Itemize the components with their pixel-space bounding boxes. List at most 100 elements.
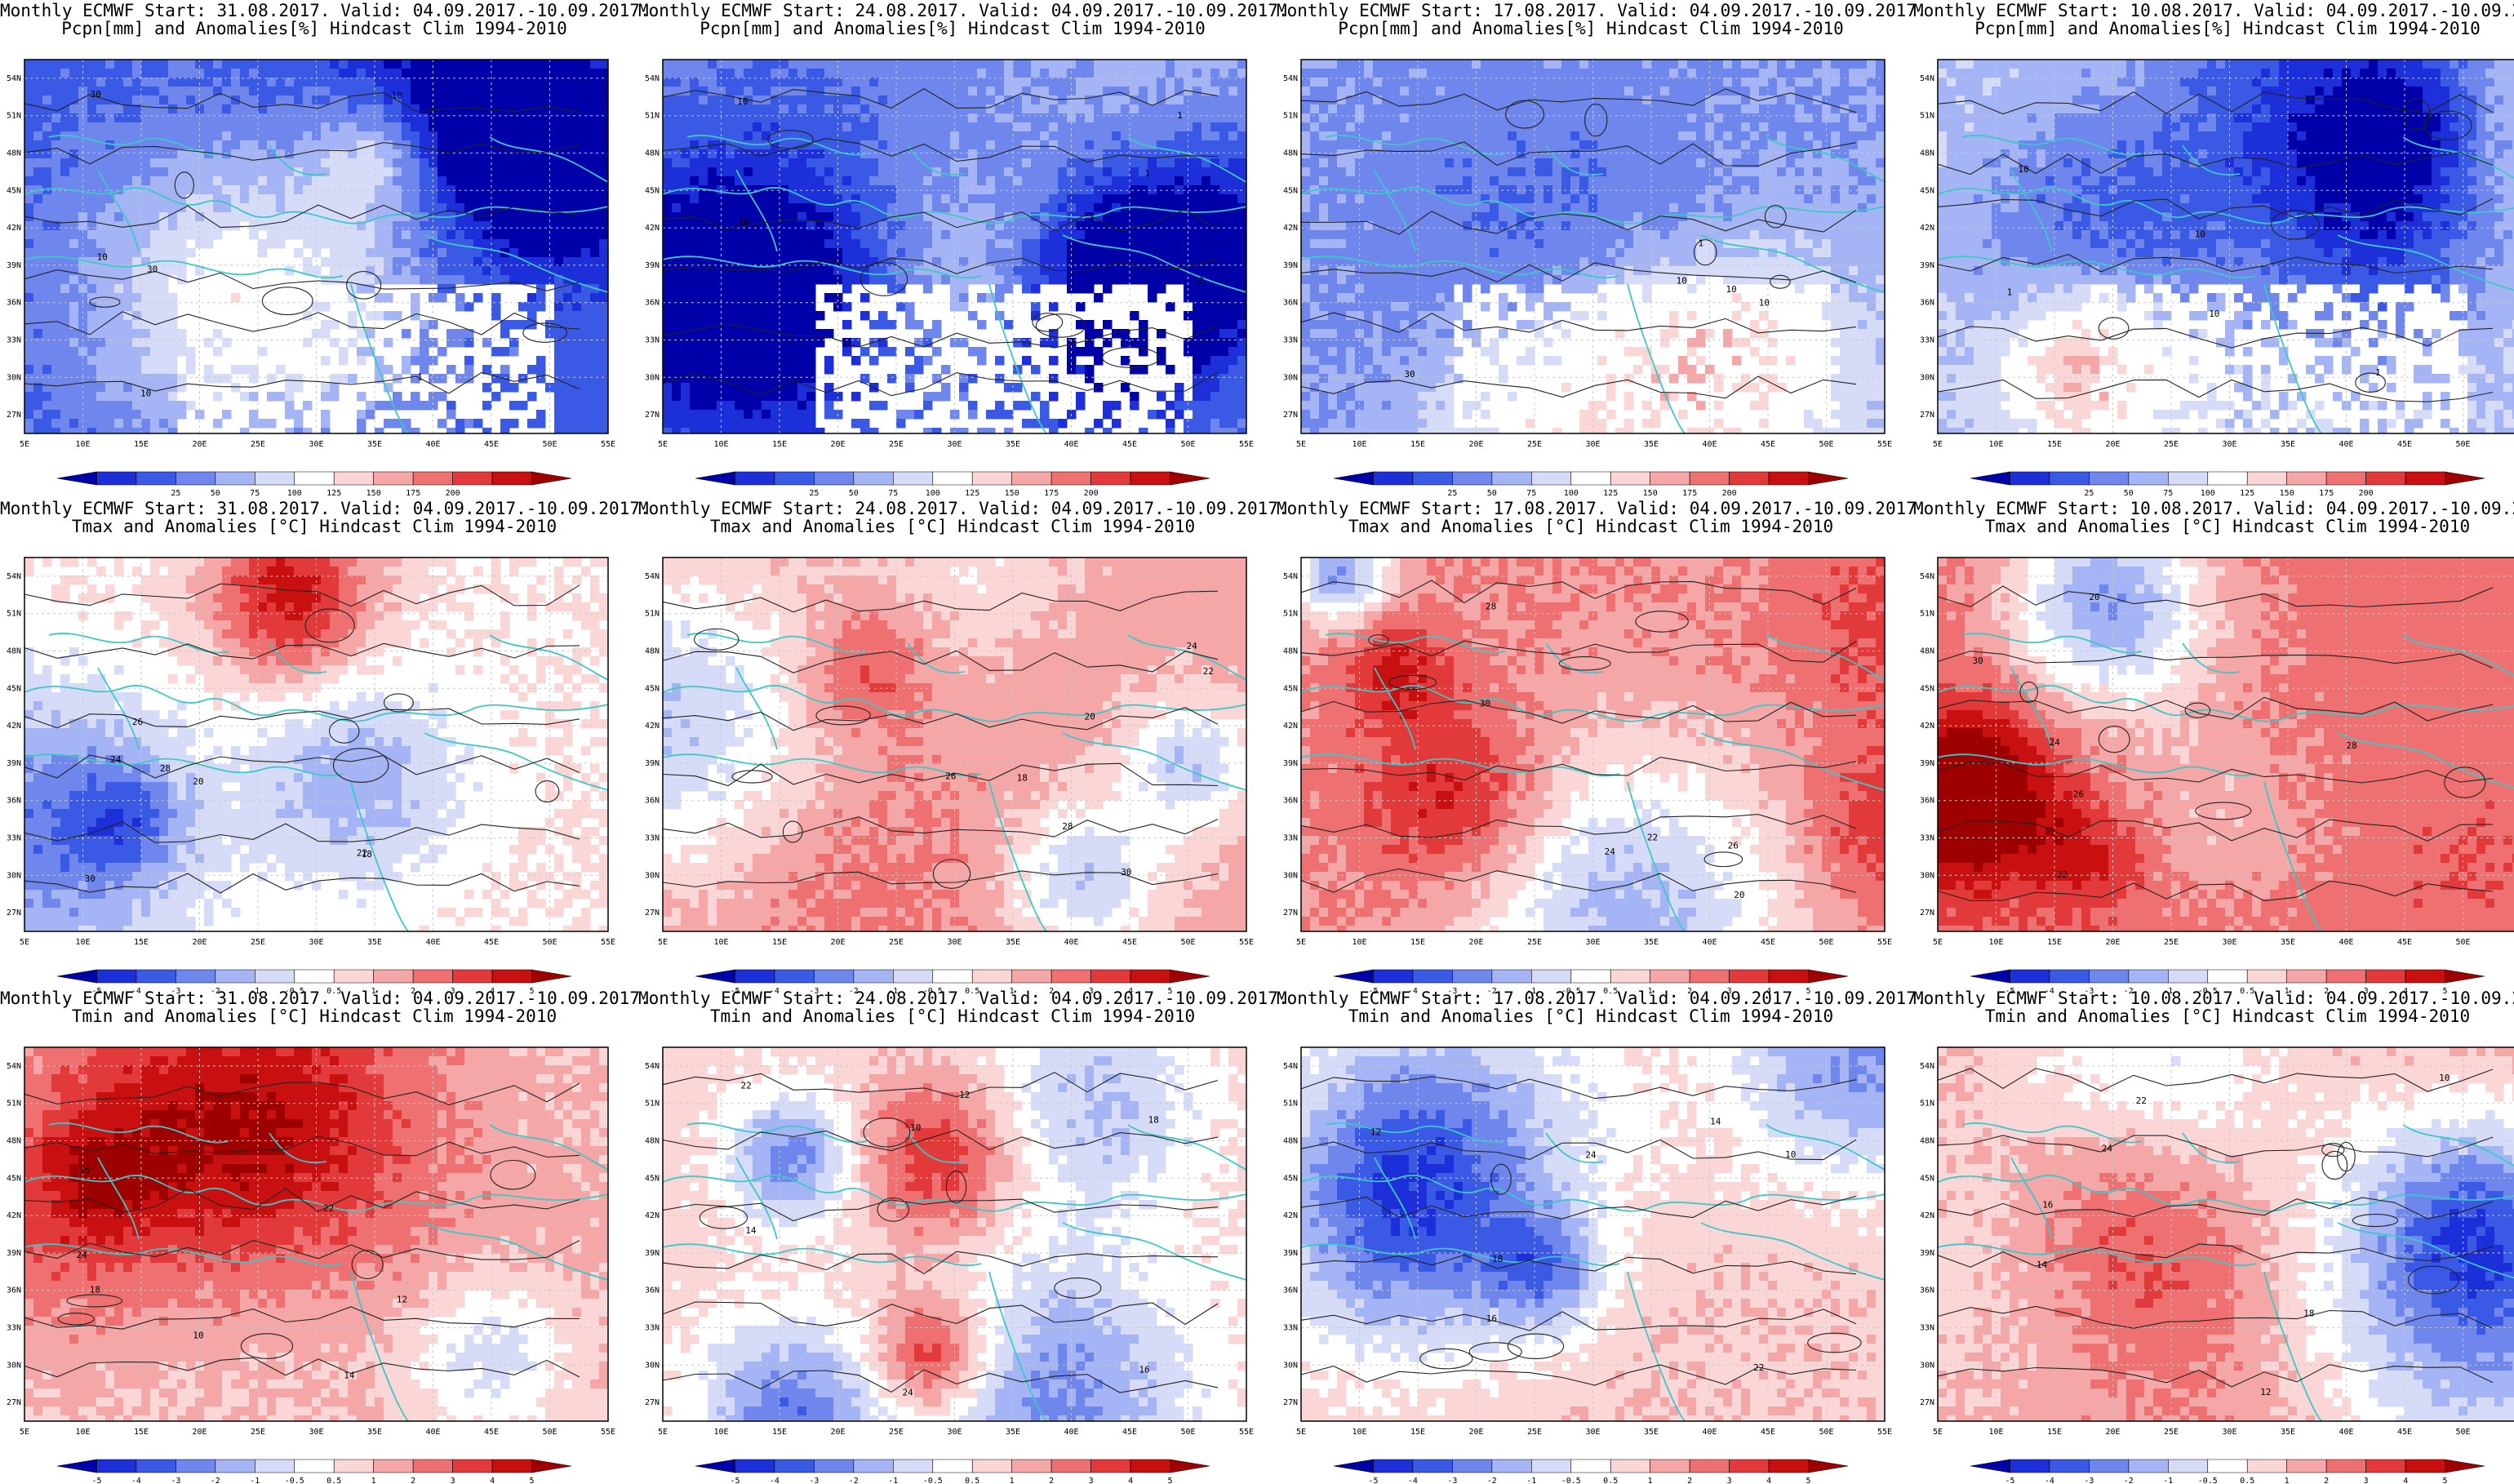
colorbar-segment xyxy=(255,970,294,983)
colorbar-segment xyxy=(1051,970,1090,983)
lon-tick-label: 20E xyxy=(1468,440,1483,449)
lon-tick-label: 25E xyxy=(2164,1428,2179,1437)
colorbar-segment xyxy=(334,472,373,485)
colorbar-segment xyxy=(1170,1460,1210,1473)
lon-tick-label: 40E xyxy=(425,938,440,947)
contour-label: 10 xyxy=(1785,1149,1796,1160)
colorbar-segment xyxy=(1091,970,1130,983)
lat-tick-label: 45N xyxy=(7,684,21,693)
lon-tick-label: 45E xyxy=(1761,938,1775,947)
lon-tick-label: 5E xyxy=(658,440,668,449)
colorbar-segment xyxy=(215,472,255,485)
colorbar-segment xyxy=(893,472,932,485)
lat-tick-label: 42N xyxy=(1283,1211,1298,1220)
colorbar-segment xyxy=(1610,970,1650,983)
lon-tick-label: 30E xyxy=(1585,440,1600,449)
colorbar-segment xyxy=(175,970,215,983)
colorbar-segment xyxy=(1571,472,1610,485)
colorbar-segment xyxy=(334,1460,373,1473)
panel-title-line1: Monthly ECMWF Start: 24.08.2017. Valid: … xyxy=(638,2,1267,20)
contour-label: 26 xyxy=(1728,840,1739,851)
map-panel: Monthly ECMWF Start: 17.08.2017. Valid: … xyxy=(1277,0,1905,490)
lon-tick-label: 20E xyxy=(1468,938,1483,947)
colorbar-segment xyxy=(2247,1460,2286,1473)
colorbar-tick-label: -4 xyxy=(2045,1477,2054,1484)
colorbar-segment xyxy=(2168,970,2207,983)
lon-tick-label: 45E xyxy=(484,440,499,449)
lat-tick-label: 33N xyxy=(1920,336,1934,345)
colorbar-segment xyxy=(295,472,334,485)
contour-label: 30 xyxy=(91,89,101,100)
lat-tick-label: 27N xyxy=(1920,411,1934,420)
colorbar-tick-label: 2 xyxy=(1049,1477,1054,1484)
lon-tick-label: 5E xyxy=(20,1428,29,1437)
colorbar-segment xyxy=(2089,970,2128,983)
lon-tick-label: 15E xyxy=(1410,938,1425,947)
map-panel: Monthly ECMWF Start: 10.08.2017. Valid: … xyxy=(1913,988,2514,1477)
lat-tick-label: 42N xyxy=(7,722,21,731)
contour-label: 20 xyxy=(2089,592,2099,602)
colorbar-segment xyxy=(933,472,972,485)
contour-label: 1 xyxy=(1144,168,1150,179)
colorbar-segment xyxy=(57,1460,96,1473)
lat-tick-label: 33N xyxy=(1920,834,1934,843)
colorbar-tick-label: 4 xyxy=(1128,1477,1133,1484)
lat-tick-label: 51N xyxy=(1920,1100,1934,1109)
colorbar-segment xyxy=(1334,1460,1373,1473)
lon-tick-label: 15E xyxy=(2047,1428,2062,1437)
colorbar-segment xyxy=(2326,1460,2365,1473)
colorbar-segment xyxy=(735,1460,774,1473)
colorbar-tick-label: 5 xyxy=(1806,1477,1810,1484)
lat-tick-label: 48N xyxy=(645,647,660,656)
lat-tick-label: 39N xyxy=(1920,1249,1934,1258)
colorbar-tick-label: 1 xyxy=(371,1477,376,1484)
lon-tick-label: 5E xyxy=(1296,440,1306,449)
lat-tick-label: 33N xyxy=(645,834,660,843)
lon-tick-label: 40E xyxy=(2339,1428,2353,1437)
lon-tick-label: 20E xyxy=(830,440,845,449)
lon-tick-label: 15E xyxy=(134,440,149,449)
colorbar-tick-label: 200 xyxy=(1722,489,1737,496)
colorbar-tick-label: 75 xyxy=(2163,489,2173,496)
colorbar-tick-label: 25 xyxy=(171,489,180,496)
colorbar-tick-label: 25 xyxy=(2084,489,2094,496)
panel-title-line2: Pcpn[mm] and Anomalies[%] Hindcast Clim … xyxy=(1913,20,2514,38)
lon-tick-label: 55E xyxy=(1877,938,1892,947)
lon-tick-label: 35E xyxy=(1006,440,1020,449)
contour-label: 22 xyxy=(357,848,367,859)
colorbar-tick-label: 0.5 xyxy=(2240,1477,2254,1484)
lat-tick-label: 36N xyxy=(1920,797,1934,806)
lat-tick-label: 51N xyxy=(7,1100,21,1109)
anomaly-map: 10301011054N51N48N45N42N39N36N33N30N27N5… xyxy=(1277,39,1905,496)
lon-tick-label: 5E xyxy=(20,440,29,449)
contour-label: 10 xyxy=(392,90,402,100)
lat-tick-label: 51N xyxy=(645,1100,660,1109)
colorbar-tick-label: -1 xyxy=(2163,1477,2173,1484)
colorbar-tick-label: 125 xyxy=(965,489,979,496)
lat-tick-label: 30N xyxy=(645,373,660,382)
colorbar-tick-label: -3 xyxy=(809,1477,819,1484)
lon-tick-label: 40E xyxy=(1064,1428,1078,1437)
lon-tick-label: 15E xyxy=(1410,1428,1425,1437)
map-panel: Monthly ECMWF Start: 24.08.2017. Valid: … xyxy=(638,0,1267,490)
colorbar-tick-label: 75 xyxy=(1526,489,1536,496)
colorbar-tick-label: 4 xyxy=(2403,1477,2408,1484)
colorbar-segment xyxy=(492,1460,531,1473)
colorbar-segment xyxy=(374,472,413,485)
lon-tick-label: 10E xyxy=(713,938,728,947)
lat-tick-label: 51N xyxy=(645,112,660,121)
colorbar-segment xyxy=(1130,1460,1170,1473)
lon-tick-label: 10E xyxy=(1352,938,1366,947)
contour-label: 28 xyxy=(1062,821,1073,832)
colorbar-tick-label: 3 xyxy=(2364,1477,2369,1484)
colorbar-segment xyxy=(1769,472,1808,485)
lat-tick-label: 39N xyxy=(1920,759,1934,768)
colorbar-segment xyxy=(1452,472,1491,485)
lat-tick-label: 36N xyxy=(7,797,21,806)
anomaly-map: 1011011054N51N48N45N42N39N36N33N30N27N5E… xyxy=(1913,39,2514,496)
lon-tick-label: 10E xyxy=(713,440,728,449)
panel-title-line1: Monthly ECMWF Start: 10.08.2017. Valid: … xyxy=(1913,2,2514,20)
colorbar-segment xyxy=(1373,472,1412,485)
lon-tick-label: 35E xyxy=(2281,938,2295,947)
